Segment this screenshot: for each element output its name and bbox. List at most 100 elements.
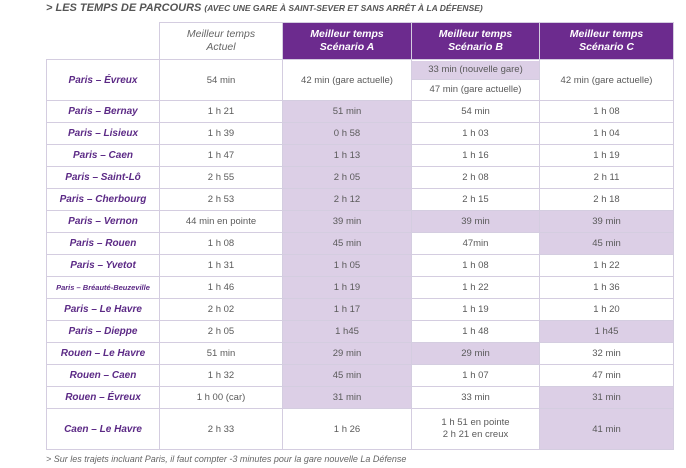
scenario-b-offpeak: 2 h 21 en creux xyxy=(442,429,509,440)
route-cell: Paris – Vernon xyxy=(46,210,160,233)
scenario-b-cell: 33 min (nouvelle gare) 47 min (gare actu… xyxy=(411,59,540,101)
actuel-cell: 51 min xyxy=(159,342,283,365)
scenario-c-cell: 41 min xyxy=(539,408,674,450)
scenario-b-cell: 2 h 15 xyxy=(411,188,540,211)
scenario-b-current-station: 47 min (gare actuelle) xyxy=(429,83,522,95)
header-scenario-b: Meilleur temps Scénario B xyxy=(411,22,540,60)
scenario-b-cell: 1 h 16 xyxy=(411,144,540,167)
scenario-b-cell: 1 h 19 xyxy=(411,298,540,321)
header-actuel-line1: Meilleur temps xyxy=(186,28,256,40)
scenario-a-cell: 1 h 13 xyxy=(282,144,412,167)
table-row: Paris – Yvetot 1 h 31 1 h 05 1 h 08 1 h … xyxy=(46,254,674,277)
table-row: Paris – Saint-Lô 2 h 55 2 h 05 2 h 08 2 … xyxy=(46,166,674,189)
scenario-b-cell: 1 h 08 xyxy=(411,254,540,277)
header-corner xyxy=(46,22,160,60)
header-scenario-c: Meilleur temps Scénario C xyxy=(539,22,674,60)
table-row: Paris – Caen 1 h 47 1 h 13 1 h 16 1 h 19 xyxy=(46,144,674,167)
actuel-cell: 1 h 08 xyxy=(159,232,283,255)
table-row: Paris – Le Havre 2 h 02 1 h 17 1 h 19 1 … xyxy=(46,298,674,321)
scenario-c-cell: 1 h 36 xyxy=(539,276,674,299)
actuel-cell: 1 h 31 xyxy=(159,254,283,277)
actuel-cell: 44 min en pointe xyxy=(159,210,283,233)
scenario-b-cell: 39 min xyxy=(411,210,540,233)
actuel-cell: 2 h 33 xyxy=(159,408,283,450)
scenario-a-cell: 0 h 58 xyxy=(282,122,412,145)
travel-times-table: Meilleur temps Actuel Meilleur temps Scé… xyxy=(46,22,674,450)
scenario-a-cell: 2 h 12 xyxy=(282,188,412,211)
scenario-c-cell: 1 h45 xyxy=(539,320,674,343)
route-cell: Rouen – Évreux xyxy=(46,386,160,409)
heading-subtitle: (AVEC UNE GARE À SAINT-SEVER ET SANS ARR… xyxy=(204,3,483,13)
header-actuel: Meilleur temps Actuel xyxy=(159,22,283,60)
scenario-c-cell: 45 min xyxy=(539,232,674,255)
scenario-c-cell: 39 min xyxy=(539,210,674,233)
table-row: Rouen – Évreux 1 h 00 (car) 31 min 33 mi… xyxy=(46,386,674,409)
table-row: Paris – Cherbourg 2 h 53 2 h 12 2 h 15 2… xyxy=(46,188,674,211)
scenario-b-cell: 47min xyxy=(411,232,540,255)
scenario-b-cell: 2 h 08 xyxy=(411,166,540,189)
route-cell: Paris – Lisieux xyxy=(46,122,160,145)
scenario-b-cell: 54 min xyxy=(411,100,540,123)
route-cell: Caen – Le Havre xyxy=(46,408,160,450)
route-cell: Paris – Yvetot xyxy=(46,254,160,277)
scenario-c-cell: 32 min xyxy=(539,342,674,365)
scenario-c-cell: 1 h 04 xyxy=(539,122,674,145)
scenario-a-cell: 45 min xyxy=(282,364,412,387)
scenario-a-cell: 2 h 05 xyxy=(282,166,412,189)
scenario-a-cell: 29 min xyxy=(282,342,412,365)
scenario-a-cell: 1 h 17 xyxy=(282,298,412,321)
table-row: Paris – Bernay 1 h 21 51 min 54 min 1 h … xyxy=(46,100,674,123)
route-cell: Paris – Le Havre xyxy=(46,298,160,321)
actuel-cell: 54 min xyxy=(159,59,283,101)
scenario-a-cell: 51 min xyxy=(282,100,412,123)
header-scenario-a-line1: Meilleur temps xyxy=(310,28,384,40)
scenario-c-cell: 1 h 19 xyxy=(539,144,674,167)
scenario-c-cell: 42 min (gare actuelle) xyxy=(539,59,674,101)
scenario-c-cell: 31 min xyxy=(539,386,674,409)
scenario-a-cell: 39 min xyxy=(282,210,412,233)
table-row: Paris – Lisieux 1 h 39 0 h 58 1 h 03 1 h… xyxy=(46,122,674,145)
table-heading: > LES TEMPS DE PARCOURS (AVEC UNE GARE À… xyxy=(46,2,483,14)
actuel-cell: 1 h 21 xyxy=(159,100,283,123)
header-scenario-c-line1: Meilleur temps xyxy=(569,28,644,40)
actuel-cell: 2 h 05 xyxy=(159,320,283,343)
header-scenario-a: Meilleur temps Scénario A xyxy=(282,22,412,60)
scenario-c-cell: 2 h 18 xyxy=(539,188,674,211)
header-scenario-c-line2: Scénario C xyxy=(579,41,634,53)
table-row: Paris – Dieppe 2 h 05 1 h45 1 h 48 1 h45 xyxy=(46,320,674,343)
scenario-a-cell: 1 h 26 xyxy=(282,408,412,450)
route-cell: Paris – Cherbourg xyxy=(46,188,160,211)
actuel-cell: 1 h 32 xyxy=(159,364,283,387)
scenario-b-cell: 1 h 48 xyxy=(411,320,540,343)
table-row: Paris – Vernon 44 min en pointe 39 min 3… xyxy=(46,210,674,233)
table-row: Paris – Rouen 1 h 08 45 min 47min 45 min xyxy=(46,232,674,255)
route-cell: Paris – Bréauté-Beuzeville xyxy=(46,276,160,299)
scenario-a-cell: 1 h45 xyxy=(282,320,412,343)
scenario-b-peak: 1 h 51 en pointe xyxy=(441,417,510,428)
actuel-cell: 1 h 46 xyxy=(159,276,283,299)
header-scenario-b-line2: Scénario B xyxy=(448,41,503,53)
header-scenario-a-line2: Scénario A xyxy=(319,41,375,53)
scenario-c-cell: 2 h 11 xyxy=(539,166,674,189)
header-row: Meilleur temps Actuel Meilleur temps Scé… xyxy=(46,22,674,60)
scenario-c-cell: 1 h 20 xyxy=(539,298,674,321)
route-cell: Paris – Évreux xyxy=(46,59,160,101)
route-cell: Paris – Dieppe xyxy=(46,320,160,343)
scenario-b-new-station: 33 min (nouvelle gare) xyxy=(412,60,539,80)
footnote: > Sur les trajets incluant Paris, il fau… xyxy=(46,454,407,464)
table-row: Caen – Le Havre 2 h 33 1 h 26 1 h 51 en … xyxy=(46,408,674,450)
scenario-b-cell: 1 h 22 xyxy=(411,276,540,299)
route-cell: Rouen – Le Havre xyxy=(46,342,160,365)
scenario-b-cell: 1 h 03 xyxy=(411,122,540,145)
route-cell: Rouen – Caen xyxy=(46,364,160,387)
table-row: Paris – Évreux 54 min 42 min (gare actue… xyxy=(46,59,674,101)
table-row: Rouen – Le Havre 51 min 29 min 29 min 32… xyxy=(46,342,674,365)
route-cell: Paris – Bernay xyxy=(46,100,160,123)
actuel-cell: 2 h 02 xyxy=(159,298,283,321)
actuel-cell: 2 h 53 xyxy=(159,188,283,211)
table-row: Rouen – Caen 1 h 32 45 min 1 h 07 47 min xyxy=(46,364,674,387)
header-actuel-line2: Actuel xyxy=(206,41,236,53)
scenario-a-cell: 31 min xyxy=(282,386,412,409)
actuel-cell: 1 h 39 xyxy=(159,122,283,145)
scenario-a-cell: 1 h 05 xyxy=(282,254,412,277)
